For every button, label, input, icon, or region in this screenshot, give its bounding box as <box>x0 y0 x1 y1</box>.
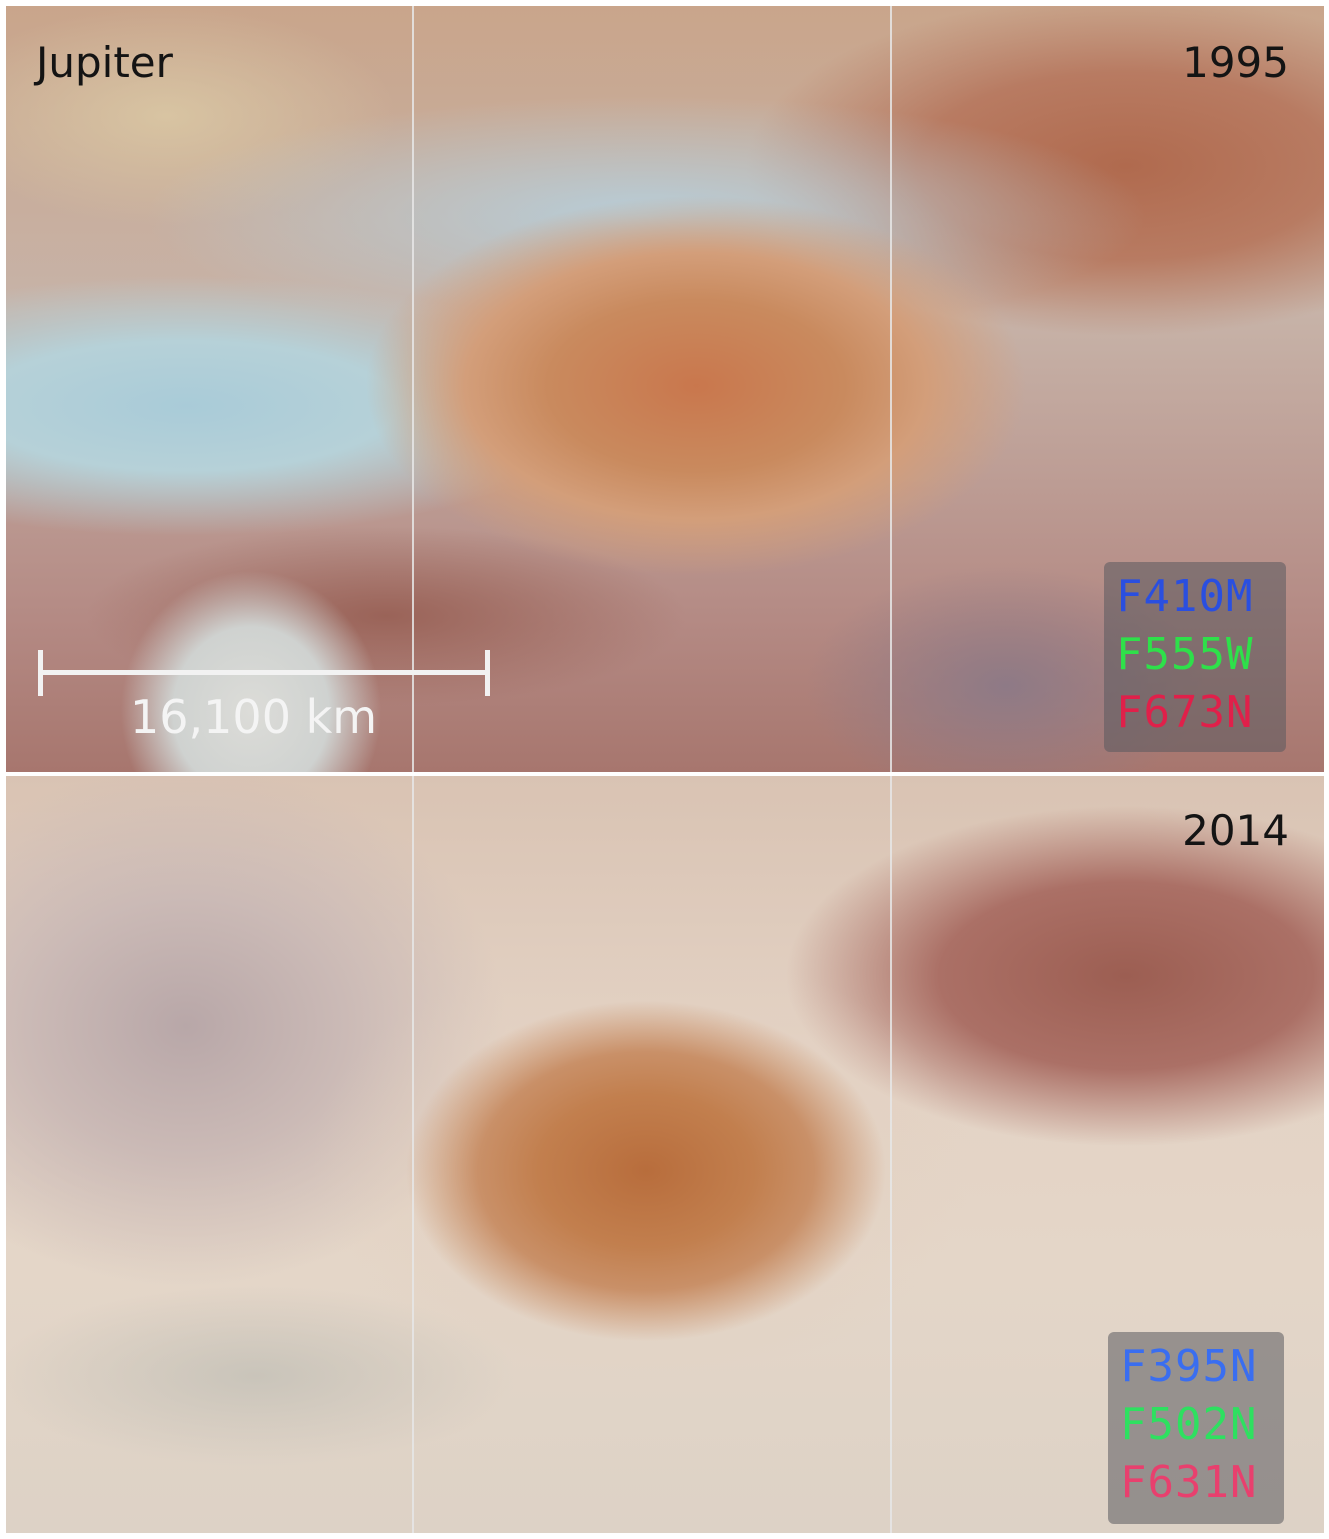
grid-line-right <box>890 6 892 772</box>
filter-label-blue: F395N <box>1120 1341 1258 1392</box>
scale-bar-right-tick <box>485 650 490 696</box>
panel-2014-image <box>6 776 1324 1533</box>
panel-separator <box>0 772 1329 776</box>
filter-label-blue: F410M <box>1116 571 1254 622</box>
grid-line-left <box>412 776 414 1533</box>
scale-bar-line <box>38 670 490 675</box>
planet-label: Jupiter <box>36 38 173 87</box>
grid-line-left <box>412 6 414 772</box>
year-label-1995: 1995 <box>1182 38 1289 87</box>
scale-bar <box>38 650 490 696</box>
filter-label-red: F631N <box>1120 1457 1258 1508</box>
grid-line-right <box>890 776 892 1533</box>
filter-legend-2014: F395N F502N F631N <box>1108 1332 1284 1524</box>
filter-legend-1995: F410M F555W F673N <box>1104 562 1286 752</box>
year-label-2014: 2014 <box>1182 806 1289 855</box>
filter-label-red: F673N <box>1116 687 1254 738</box>
filter-label-green: F502N <box>1120 1399 1258 1450</box>
filter-label-green: F555W <box>1116 629 1254 680</box>
scale-bar-label: 16,100 km <box>130 690 378 744</box>
